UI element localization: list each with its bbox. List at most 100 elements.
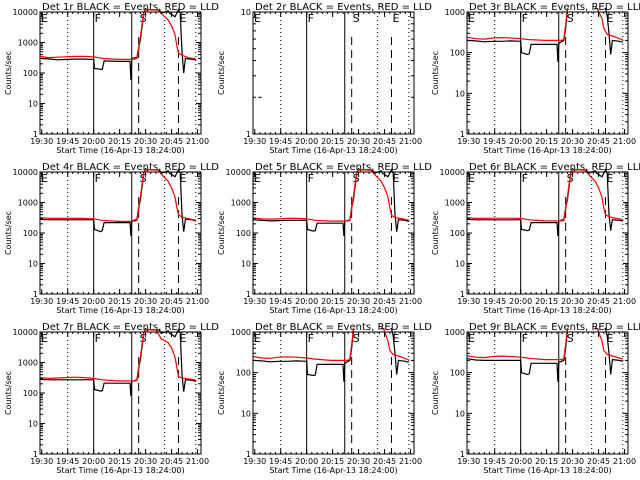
plot-frame (39, 331, 202, 455)
x-axis-label: Start Time (16-Apr-13 18:24:00) (483, 466, 611, 475)
x-tick-label: 20:45 (587, 137, 610, 146)
x-tick-label: 19:45 (56, 457, 79, 466)
series-lld-line (467, 169, 623, 222)
event-marker-label: F (95, 332, 101, 345)
x-tick-label: 19:30 (243, 137, 266, 146)
series-events-line (40, 168, 196, 237)
x-tick-label: 20:00 (82, 457, 105, 466)
event-marker-label: E (179, 172, 186, 185)
event-marker-label: F (522, 172, 528, 185)
x-tick-label: 20:15 (535, 457, 558, 466)
x-tick-label: 21:00 (186, 137, 209, 146)
x-tick-label: 20:00 (509, 297, 532, 306)
x-tick-label: 20:45 (373, 297, 396, 306)
event-marker-label: S (567, 332, 574, 345)
x-tick-label: 20:15 (108, 457, 131, 466)
x-tick-label: 19:30 (457, 137, 480, 146)
y-tick-label: 100 (236, 229, 251, 238)
x-tick-label: 20:00 (509, 137, 532, 146)
x-tick-label: 20:15 (535, 137, 558, 146)
y-tick-label: 1000 (445, 328, 465, 337)
panel-title: Det 2r BLACK = Events, RED = LLD (255, 2, 432, 13)
y-tick-label: 10 (28, 420, 38, 429)
panel-title: Det 9r BLACK = Events, RED = LLD (469, 322, 640, 333)
x-tick-label: 20:45 (160, 297, 183, 306)
plot-frame (252, 331, 415, 455)
y-tick-label: 100 (23, 229, 38, 238)
y-tick-label: 1000 (18, 359, 38, 368)
y-tick-label: 1000 (18, 39, 38, 48)
y-tick-label: 10000 (440, 168, 465, 177)
event-marker-label: F (95, 172, 101, 185)
y-axis-label: Counts/sec (217, 211, 226, 255)
x-axis-label: Start Time (16-Apr-13 18:24:00) (56, 146, 184, 155)
x-tick-label: 19:45 (483, 297, 506, 306)
plot-frame (39, 11, 202, 135)
y-axis-label: Counts/sec (4, 51, 13, 95)
event-marker-label: E (468, 172, 475, 185)
event-marker-label: E (179, 332, 186, 345)
y-tick-label: 1 (246, 130, 251, 139)
y-tick-label: 100 (450, 369, 465, 378)
y-axis-label: Counts/sec (217, 51, 226, 95)
x-tick-label: 20:00 (295, 137, 318, 146)
x-axis-label: Start Time (16-Apr-13 18:24:00) (56, 466, 184, 475)
panel-title: Det 5r BLACK = Events, RED = LLD (255, 162, 432, 173)
event-marker-label: F (308, 172, 314, 185)
event-marker-label: S (353, 12, 360, 25)
y-axis-label: Counts/sec (431, 371, 440, 415)
event-marker-label: E (468, 12, 475, 25)
series-events-line (467, 168, 623, 237)
series-events-line (253, 168, 409, 237)
event-marker-label: S (353, 332, 360, 345)
x-tick-label: 19:30 (30, 457, 53, 466)
y-tick-label: 10 (241, 8, 251, 17)
y-tick-label: 1 (33, 450, 38, 459)
x-axis-label: Start Time (16-Apr-13 18:24:00) (483, 306, 611, 315)
plot-frame (466, 171, 629, 295)
x-tick-label: 20:45 (587, 457, 610, 466)
x-tick-label: 19:30 (243, 297, 266, 306)
x-tick-label: 20:30 (347, 457, 370, 466)
x-tick-label: 20:30 (347, 297, 370, 306)
y-tick-label: 100 (450, 49, 465, 58)
event-marker-label: E (179, 12, 186, 25)
y-tick-label: 1000 (231, 328, 251, 337)
y-tick-label: 1000 (231, 199, 251, 208)
plot-frame (466, 11, 629, 135)
event-marker-label: E (392, 172, 399, 185)
x-tick-label: 20:15 (108, 137, 131, 146)
y-tick-label: 1000 (18, 199, 38, 208)
x-tick-label: 19:30 (457, 457, 480, 466)
x-axis-label: Start Time (16-Apr-13 18:24:00) (483, 146, 611, 155)
x-tick-label: 20:15 (321, 457, 344, 466)
y-axis-label: Counts/sec (431, 51, 440, 95)
y-tick-label: 1 (460, 290, 465, 299)
series-lld-line (253, 169, 409, 222)
x-tick-label: 20:30 (134, 297, 157, 306)
y-tick-label: 1 (33, 130, 38, 139)
event-marker-label: E (468, 332, 475, 345)
y-axis-label: Counts/sec (431, 211, 440, 255)
series-lld-line (40, 9, 196, 60)
x-tick-label: 19:45 (483, 457, 506, 466)
series-lld-line (40, 329, 196, 382)
x-tick-label: 20:15 (321, 137, 344, 146)
plot-frame (39, 171, 202, 295)
x-tick-label: 20:30 (347, 137, 370, 146)
event-marker-label: F (308, 332, 314, 345)
y-tick-label: 10000 (13, 168, 38, 177)
series-lld-line (253, 328, 409, 361)
event-marker-label: E (392, 12, 399, 25)
y-tick-label: 100 (450, 229, 465, 238)
x-tick-label: 20:45 (587, 297, 610, 306)
y-tick-label: 100 (23, 69, 38, 78)
y-tick-label: 10 (241, 260, 251, 269)
x-axis-label: Start Time (16-Apr-13 18:24:00) (269, 306, 397, 315)
x-tick-label: 21:00 (399, 457, 422, 466)
